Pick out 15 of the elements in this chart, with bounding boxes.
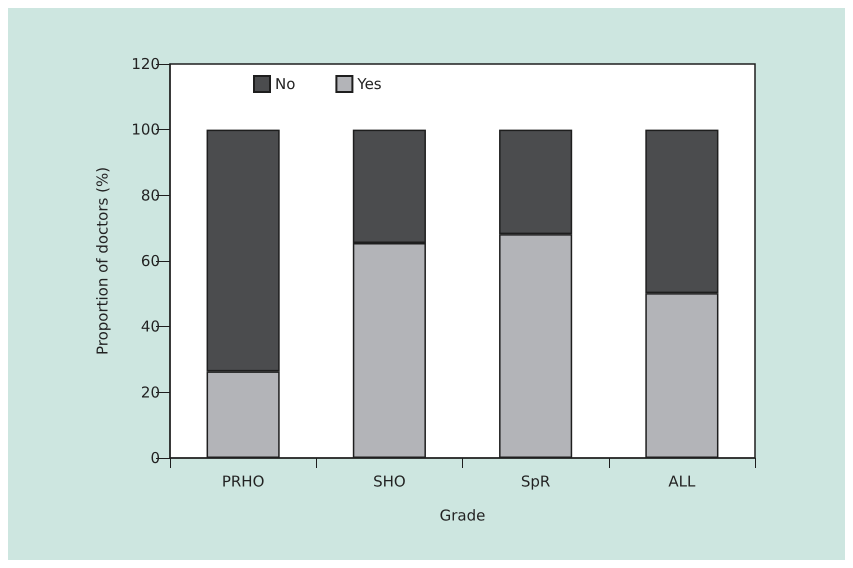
x-tick-label: ALL xyxy=(668,472,696,490)
x-tick-label: PRHO xyxy=(222,472,264,490)
y-tick-label: 120 xyxy=(131,55,160,73)
y-axis-title: Proportion of doctors (%) xyxy=(94,166,112,356)
y-tick-label: 60 xyxy=(140,252,160,270)
x-tick-label: SHO xyxy=(373,472,406,490)
legend-label: Yes xyxy=(356,75,382,93)
y-tick-label: 20 xyxy=(140,383,160,402)
y-tick-label: 80 xyxy=(140,186,160,204)
legend-label: No xyxy=(275,75,296,93)
y-tick-label: 100 xyxy=(131,120,160,139)
x-tick-label: SpR xyxy=(520,472,550,490)
x-axis-title: Grade xyxy=(440,506,486,524)
y-tick-label: 0 xyxy=(150,449,160,467)
y-tick-label: 40 xyxy=(140,318,160,336)
